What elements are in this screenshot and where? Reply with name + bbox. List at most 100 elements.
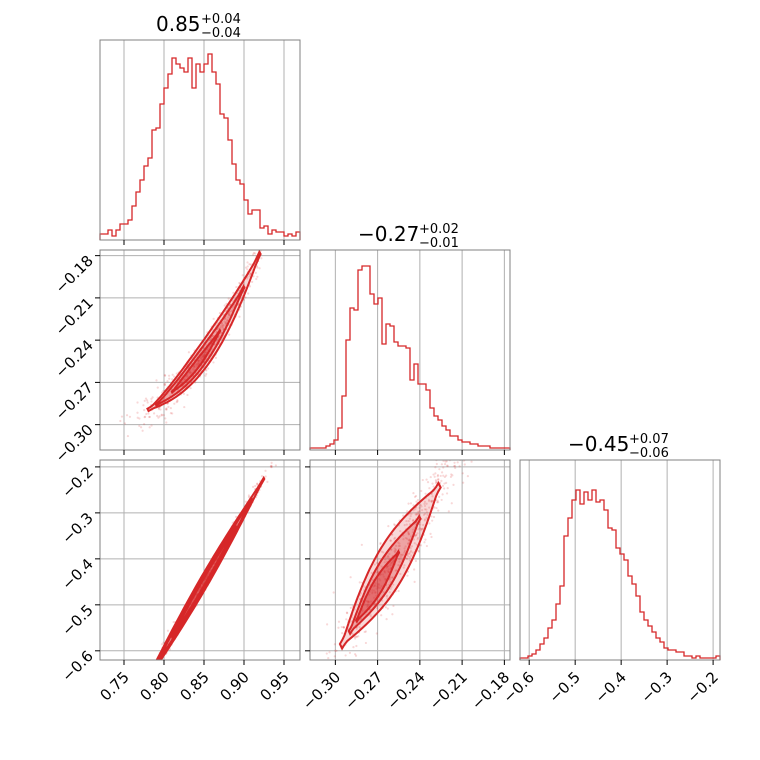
sample-point	[270, 464, 273, 467]
sample-point	[145, 412, 148, 416]
sample-point	[404, 536, 407, 540]
sample-point	[409, 502, 413, 505]
sample-point	[515, 383, 517, 385]
sample-point	[138, 424, 141, 428]
sample-point	[162, 413, 165, 417]
sample-point	[151, 664, 153, 666]
sample-point	[272, 225, 274, 227]
sample-point	[160, 413, 163, 416]
sample-point	[459, 444, 461, 446]
sample-point	[150, 672, 152, 674]
sample-point	[472, 458, 474, 460]
sample-point	[267, 247, 269, 249]
sample-point	[414, 559, 418, 563]
sample-point	[476, 415, 478, 417]
sample-point	[325, 652, 328, 655]
sample-point	[426, 481, 430, 484]
sample-point	[256, 482, 259, 485]
sample-point	[445, 454, 447, 456]
sample-point	[544, 308, 546, 310]
sample-point	[280, 198, 282, 200]
sample-point	[212, 317, 215, 320]
sample-point	[505, 391, 507, 393]
panel-frame	[99, 459, 301, 661]
sample-point	[247, 292, 250, 295]
sample-point	[171, 373, 174, 376]
sample-point	[477, 412, 479, 414]
sample-point	[458, 422, 460, 424]
sample-point	[197, 359, 200, 363]
sample-point	[123, 422, 127, 425]
sample-point	[413, 580, 416, 583]
sample-point	[402, 514, 405, 517]
sample-point	[274, 464, 277, 467]
sample-point	[165, 408, 168, 411]
sample-point	[385, 566, 388, 569]
sample-point	[393, 524, 397, 527]
sample-point	[149, 673, 151, 675]
sample-point	[450, 457, 452, 459]
x-tick-label: −0.24	[383, 668, 428, 713]
sample-point	[466, 475, 469, 478]
sample-point	[414, 508, 417, 511]
sample-point	[383, 577, 386, 580]
sample-point	[394, 551, 397, 554]
sample-point	[371, 591, 374, 594]
sample-point	[196, 362, 199, 365]
sample-point	[418, 510, 421, 513]
sample-point	[423, 500, 427, 503]
sample-point	[226, 319, 229, 322]
sample-point	[143, 399, 146, 402]
y-tick-label: −0.30	[52, 421, 97, 466]
sample-point	[474, 403, 476, 405]
sample-point	[479, 403, 481, 405]
sample-point	[419, 503, 422, 507]
sample-point	[150, 397, 153, 400]
sample-point	[533, 323, 535, 325]
sample-point	[265, 244, 267, 246]
sample-point	[430, 515, 433, 518]
sample-point	[412, 538, 416, 541]
sample-point	[410, 545, 414, 548]
sample-point	[485, 402, 487, 404]
sample-point	[246, 265, 249, 268]
sample-point	[436, 499, 439, 502]
sample-point	[398, 557, 401, 561]
sample-point	[173, 402, 176, 405]
sample-point	[379, 541, 382, 545]
sample-point	[171, 378, 174, 381]
sample-point	[523, 331, 525, 333]
sample-point	[467, 442, 469, 444]
sample-point	[417, 510, 420, 514]
sample-point	[394, 548, 397, 551]
sample-point	[201, 355, 204, 358]
sample-point	[199, 356, 202, 360]
sample-point	[463, 463, 466, 466]
sample-point	[397, 544, 400, 548]
sample-point	[408, 552, 411, 555]
sample-point	[406, 510, 409, 513]
sample-point	[382, 591, 385, 594]
sample-point	[430, 499, 433, 502]
sample-point	[173, 375, 176, 378]
sample-point	[142, 404, 145, 407]
sample-point	[459, 454, 461, 456]
sample-point	[386, 569, 389, 572]
sample-point	[168, 648, 172, 651]
sample-point	[418, 527, 422, 530]
sample-point	[412, 492, 415, 495]
sample-point	[473, 430, 475, 432]
sample-point	[389, 539, 392, 542]
sample-point	[536, 342, 538, 344]
sample-point	[539, 342, 541, 344]
sample-point	[423, 508, 427, 511]
sample-point	[193, 366, 196, 369]
sample-point	[377, 570, 380, 573]
sample-point	[358, 625, 361, 628]
sample-point	[215, 330, 218, 333]
sample-point	[236, 291, 239, 294]
sample-point	[261, 233, 263, 235]
sample-point	[129, 707, 131, 709]
sample-point	[166, 380, 169, 383]
sample-point	[157, 416, 160, 419]
